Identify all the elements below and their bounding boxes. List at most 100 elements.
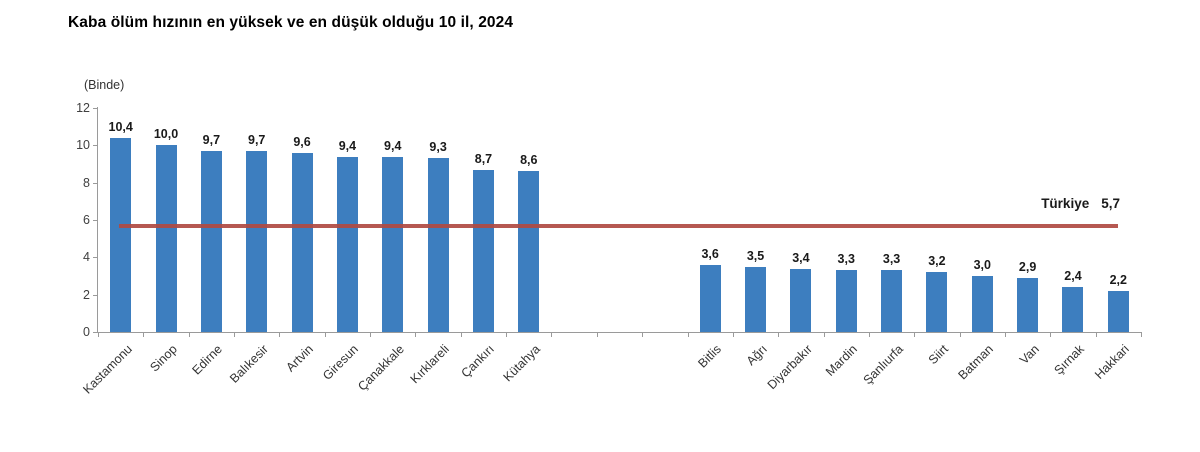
x-axis-label-Batman: Batman xyxy=(955,342,997,383)
bar-Kütahya xyxy=(518,171,540,332)
x-axis-tick xyxy=(415,333,417,337)
x-axis-tick xyxy=(642,333,644,337)
y-axis-line xyxy=(97,107,98,333)
bar-value-label: 3,6 xyxy=(701,246,719,261)
x-axis-label-Van: Van xyxy=(1016,342,1042,367)
bar-Balıkesir xyxy=(246,150,268,332)
bar-Batman xyxy=(971,276,993,332)
x-axis-tick xyxy=(914,333,916,337)
y-axis-tick xyxy=(93,332,97,333)
x-axis-label-Kütahya: Kütahya xyxy=(500,342,543,385)
y-axis-tick-label: 10 xyxy=(76,138,90,153)
bar-Çankırı xyxy=(472,169,494,332)
bar-value-label: 2,4 xyxy=(1064,269,1082,284)
bar-value-label: 3,4 xyxy=(792,250,810,265)
bar-value-label: 3,3 xyxy=(882,252,901,267)
x-axis-tick xyxy=(959,333,961,337)
x-axis-tick xyxy=(506,333,508,337)
bar-Mardin xyxy=(835,270,857,332)
bar-Çanakkale xyxy=(382,156,404,332)
x-axis-tick xyxy=(687,333,689,337)
bar-Giresun xyxy=(336,156,358,332)
y-axis-tick xyxy=(93,145,97,147)
bar-Kırklareli xyxy=(427,158,449,332)
x-axis-label-Bitlis: Bitlis xyxy=(695,342,725,371)
bar-value-label: 10,4 xyxy=(108,119,133,134)
x-axis-line xyxy=(96,332,1142,333)
y-axis-tick-label: 8 xyxy=(83,175,90,190)
reference-line-name: Türkiye xyxy=(1041,196,1090,211)
x-axis-tick xyxy=(370,333,372,337)
bar-value-label: 9,7 xyxy=(202,132,221,147)
y-axis-tick xyxy=(93,182,97,184)
y-axis-tick xyxy=(93,220,97,221)
bar-value-label: 9,6 xyxy=(293,134,311,149)
x-axis-tick xyxy=(596,333,598,337)
bar-value-label: 8,7 xyxy=(474,151,493,166)
x-axis-tick xyxy=(868,333,870,337)
x-axis-tick xyxy=(324,333,326,337)
x-axis-label-Siirt: Siirt xyxy=(925,342,951,368)
y-axis-unit-label: (Binde) xyxy=(84,78,125,92)
x-axis-label-Ağrı: Ağrı xyxy=(743,342,770,369)
bar-Bitlis xyxy=(699,264,721,332)
reference-line-label: Türkiye 5,7 xyxy=(985,196,1120,211)
bar-value-label: 8,6 xyxy=(520,153,538,168)
y-axis-tick-label: 4 xyxy=(83,250,90,265)
x-axis-label-Diyarbakır: Diyarbakır xyxy=(764,342,815,393)
bar-value-label: 3,3 xyxy=(837,252,855,267)
x-axis-label-Çanakkale: Çanakkale xyxy=(354,342,407,394)
x-axis-label-Artvin: Artvin xyxy=(283,342,316,375)
bar-value-label: 9,3 xyxy=(429,140,447,155)
reference-line-value: 5,7 xyxy=(1101,196,1120,211)
bar-value-label: 9,4 xyxy=(338,138,357,153)
x-axis-tick xyxy=(778,333,780,337)
bar-Ağrı xyxy=(745,266,767,332)
chart-title: Kaba ölüm hızının en yüksek ve en düşük … xyxy=(68,14,514,31)
x-axis-tick xyxy=(279,333,281,337)
x-axis-label-Hakkari: Hakkari xyxy=(1092,342,1133,382)
x-axis-tick xyxy=(1050,333,1052,337)
bar-Şanlıurfa xyxy=(881,270,903,332)
x-axis-label-Kırklareli: Kırklareli xyxy=(407,342,452,387)
bar-Edirne xyxy=(200,150,222,332)
bar-value-label: 2,9 xyxy=(1018,259,1037,274)
bar-value-label: 3,5 xyxy=(746,248,765,263)
turkiye-reference-line xyxy=(119,223,1118,228)
x-axis-tick xyxy=(460,333,462,337)
x-axis-tick xyxy=(143,333,145,337)
x-axis-tick xyxy=(823,333,825,337)
y-axis-tick xyxy=(93,108,97,109)
x-axis-tick xyxy=(98,333,99,337)
x-axis-label-Giresun: Giresun xyxy=(320,342,362,383)
bar-Sinop xyxy=(155,145,177,332)
bar-Şırnak xyxy=(1062,287,1084,332)
bar-value-label: 9,7 xyxy=(248,132,266,147)
bar-value-label: 2,2 xyxy=(1109,272,1127,287)
bar-Van xyxy=(1017,277,1039,332)
bar-Diyarbakır xyxy=(790,268,812,332)
bar-value-label: 10,0 xyxy=(153,127,179,142)
x-axis-label-Balıkesir: Balıkesir xyxy=(226,342,271,386)
bar-value-label: 9,4 xyxy=(384,138,402,153)
y-axis-tick-label: 12 xyxy=(76,101,90,115)
bar-Hakkari xyxy=(1107,290,1129,332)
bar-Artvin xyxy=(291,152,313,332)
bar-value-label: 3,2 xyxy=(928,254,946,269)
y-axis-tick-label: 0 xyxy=(83,325,90,339)
x-axis-label-Edirne: Edirne xyxy=(189,342,226,378)
y-axis-tick xyxy=(93,294,97,296)
bar-Siirt xyxy=(926,272,948,332)
x-axis-tick xyxy=(732,333,734,337)
y-axis-tick-label: 2 xyxy=(83,287,90,302)
x-axis-tick xyxy=(234,333,236,337)
x-axis-tick xyxy=(551,333,553,337)
x-axis-label-Şanlıurfa: Şanlıurfa xyxy=(860,342,906,388)
x-axis-label-Kastamonu: Kastamonu xyxy=(79,342,135,397)
x-axis-tick xyxy=(188,333,190,337)
bar-value-label: 3,0 xyxy=(973,258,991,272)
y-axis-tick-label: 6 xyxy=(83,213,90,227)
bar-Kastamonu xyxy=(110,137,132,332)
x-axis-tick xyxy=(1004,333,1006,337)
